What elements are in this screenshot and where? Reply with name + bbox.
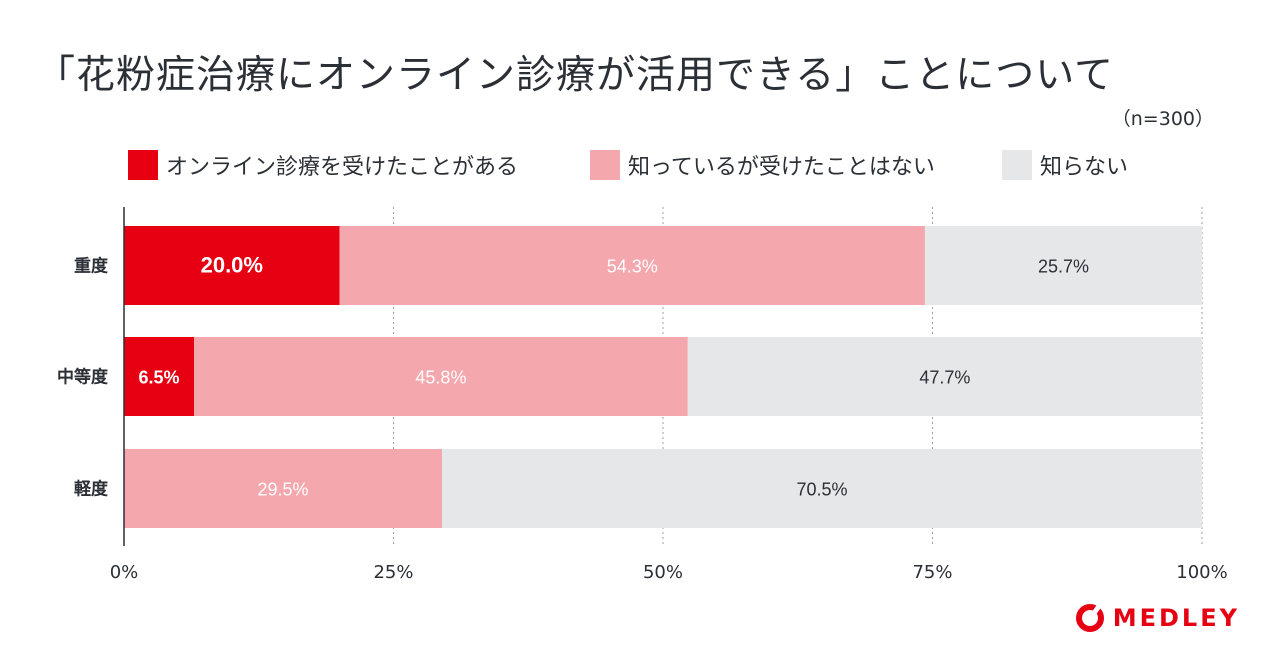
x-tick-label: 100% bbox=[1176, 562, 1227, 583]
bar-segment bbox=[124, 226, 340, 305]
legend-swatch-unaware bbox=[1002, 150, 1032, 180]
legend-item-used: オンライン診療を受けたことがある bbox=[128, 147, 518, 183]
category-label: 中等度 bbox=[57, 367, 109, 388]
x-tick-label: 75% bbox=[912, 562, 952, 583]
data-label: 25.7% bbox=[1038, 257, 1089, 277]
sample-size: （n=300） bbox=[1111, 108, 1214, 130]
data-label: 29.5% bbox=[257, 480, 308, 500]
data-label: 47.7% bbox=[919, 368, 970, 388]
legend-label-unaware: 知らない bbox=[1040, 155, 1129, 180]
legend-swatch-aware bbox=[590, 150, 620, 180]
bar-segment bbox=[339, 226, 925, 305]
data-label: 70.5% bbox=[796, 480, 847, 500]
x-tick-label: 50% bbox=[643, 562, 683, 583]
x-tick-label: 0% bbox=[110, 562, 139, 583]
category-label: 軽度 bbox=[74, 479, 109, 500]
legend-label-used: オンライン診療を受けたことがある bbox=[166, 155, 519, 180]
medley-logo-icon bbox=[1075, 604, 1104, 632]
legend-swatch-used bbox=[128, 150, 158, 180]
bar-segment bbox=[687, 337, 1202, 416]
bar-segment bbox=[924, 226, 1202, 305]
x-tick-label: 25% bbox=[373, 562, 413, 583]
legend-item-unaware: 知らない bbox=[1002, 147, 1128, 183]
bar-segment bbox=[442, 449, 1202, 528]
medley-logo: MEDLEY bbox=[1075, 603, 1240, 633]
category-label: 重度 bbox=[74, 256, 109, 277]
legend-label-aware: 知っているが受けたことはない bbox=[628, 155, 935, 180]
bar-segment bbox=[124, 449, 443, 528]
legend-item-aware: 知っているが受けたことはない bbox=[590, 147, 935, 183]
data-label: 20.0% bbox=[201, 253, 263, 278]
data-label: 45.8% bbox=[415, 368, 466, 388]
bar-segment bbox=[194, 337, 688, 416]
data-label: 6.5% bbox=[139, 368, 180, 388]
data-label: 54.3% bbox=[607, 257, 658, 277]
chart-title: 「花粉症治療にオンライン診療が活用できる」ことについて bbox=[36, 53, 1115, 98]
bar-segment bbox=[124, 337, 195, 416]
medley-logo-text: MEDLEY bbox=[1112, 604, 1240, 632]
